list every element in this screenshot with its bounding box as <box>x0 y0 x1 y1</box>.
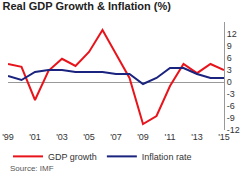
svg-text:'01: '01 <box>29 132 41 142</box>
svg-text:'15: '15 <box>218 132 230 142</box>
svg-text:-9: -9 <box>227 113 235 123</box>
svg-text:Real GDP Growth & Inflation (%: Real GDP Growth & Inflation (%) <box>3 0 172 12</box>
svg-text:'11: '11 <box>164 132 175 142</box>
svg-text:'07: '07 <box>110 132 122 142</box>
svg-text:-6: -6 <box>227 101 235 111</box>
svg-text:'09: '09 <box>137 132 149 142</box>
svg-text:Inflation rate: Inflation rate <box>142 152 192 162</box>
svg-text:'13: '13 <box>191 132 203 142</box>
svg-text:'99: '99 <box>2 132 14 142</box>
svg-text:9: 9 <box>227 41 232 51</box>
svg-text:6: 6 <box>227 53 232 63</box>
svg-text:'05: '05 <box>83 132 95 142</box>
svg-text:12: 12 <box>227 29 237 39</box>
svg-text:'03: '03 <box>56 132 68 142</box>
svg-text:-3: -3 <box>227 89 235 99</box>
svg-text:Source: IMF: Source: IMF <box>10 164 54 173</box>
svg-text:GDP growth: GDP growth <box>48 152 97 162</box>
svg-text:-12: -12 <box>227 125 240 135</box>
svg-text:3: 3 <box>227 65 232 75</box>
svg-text:0: 0 <box>227 77 232 87</box>
